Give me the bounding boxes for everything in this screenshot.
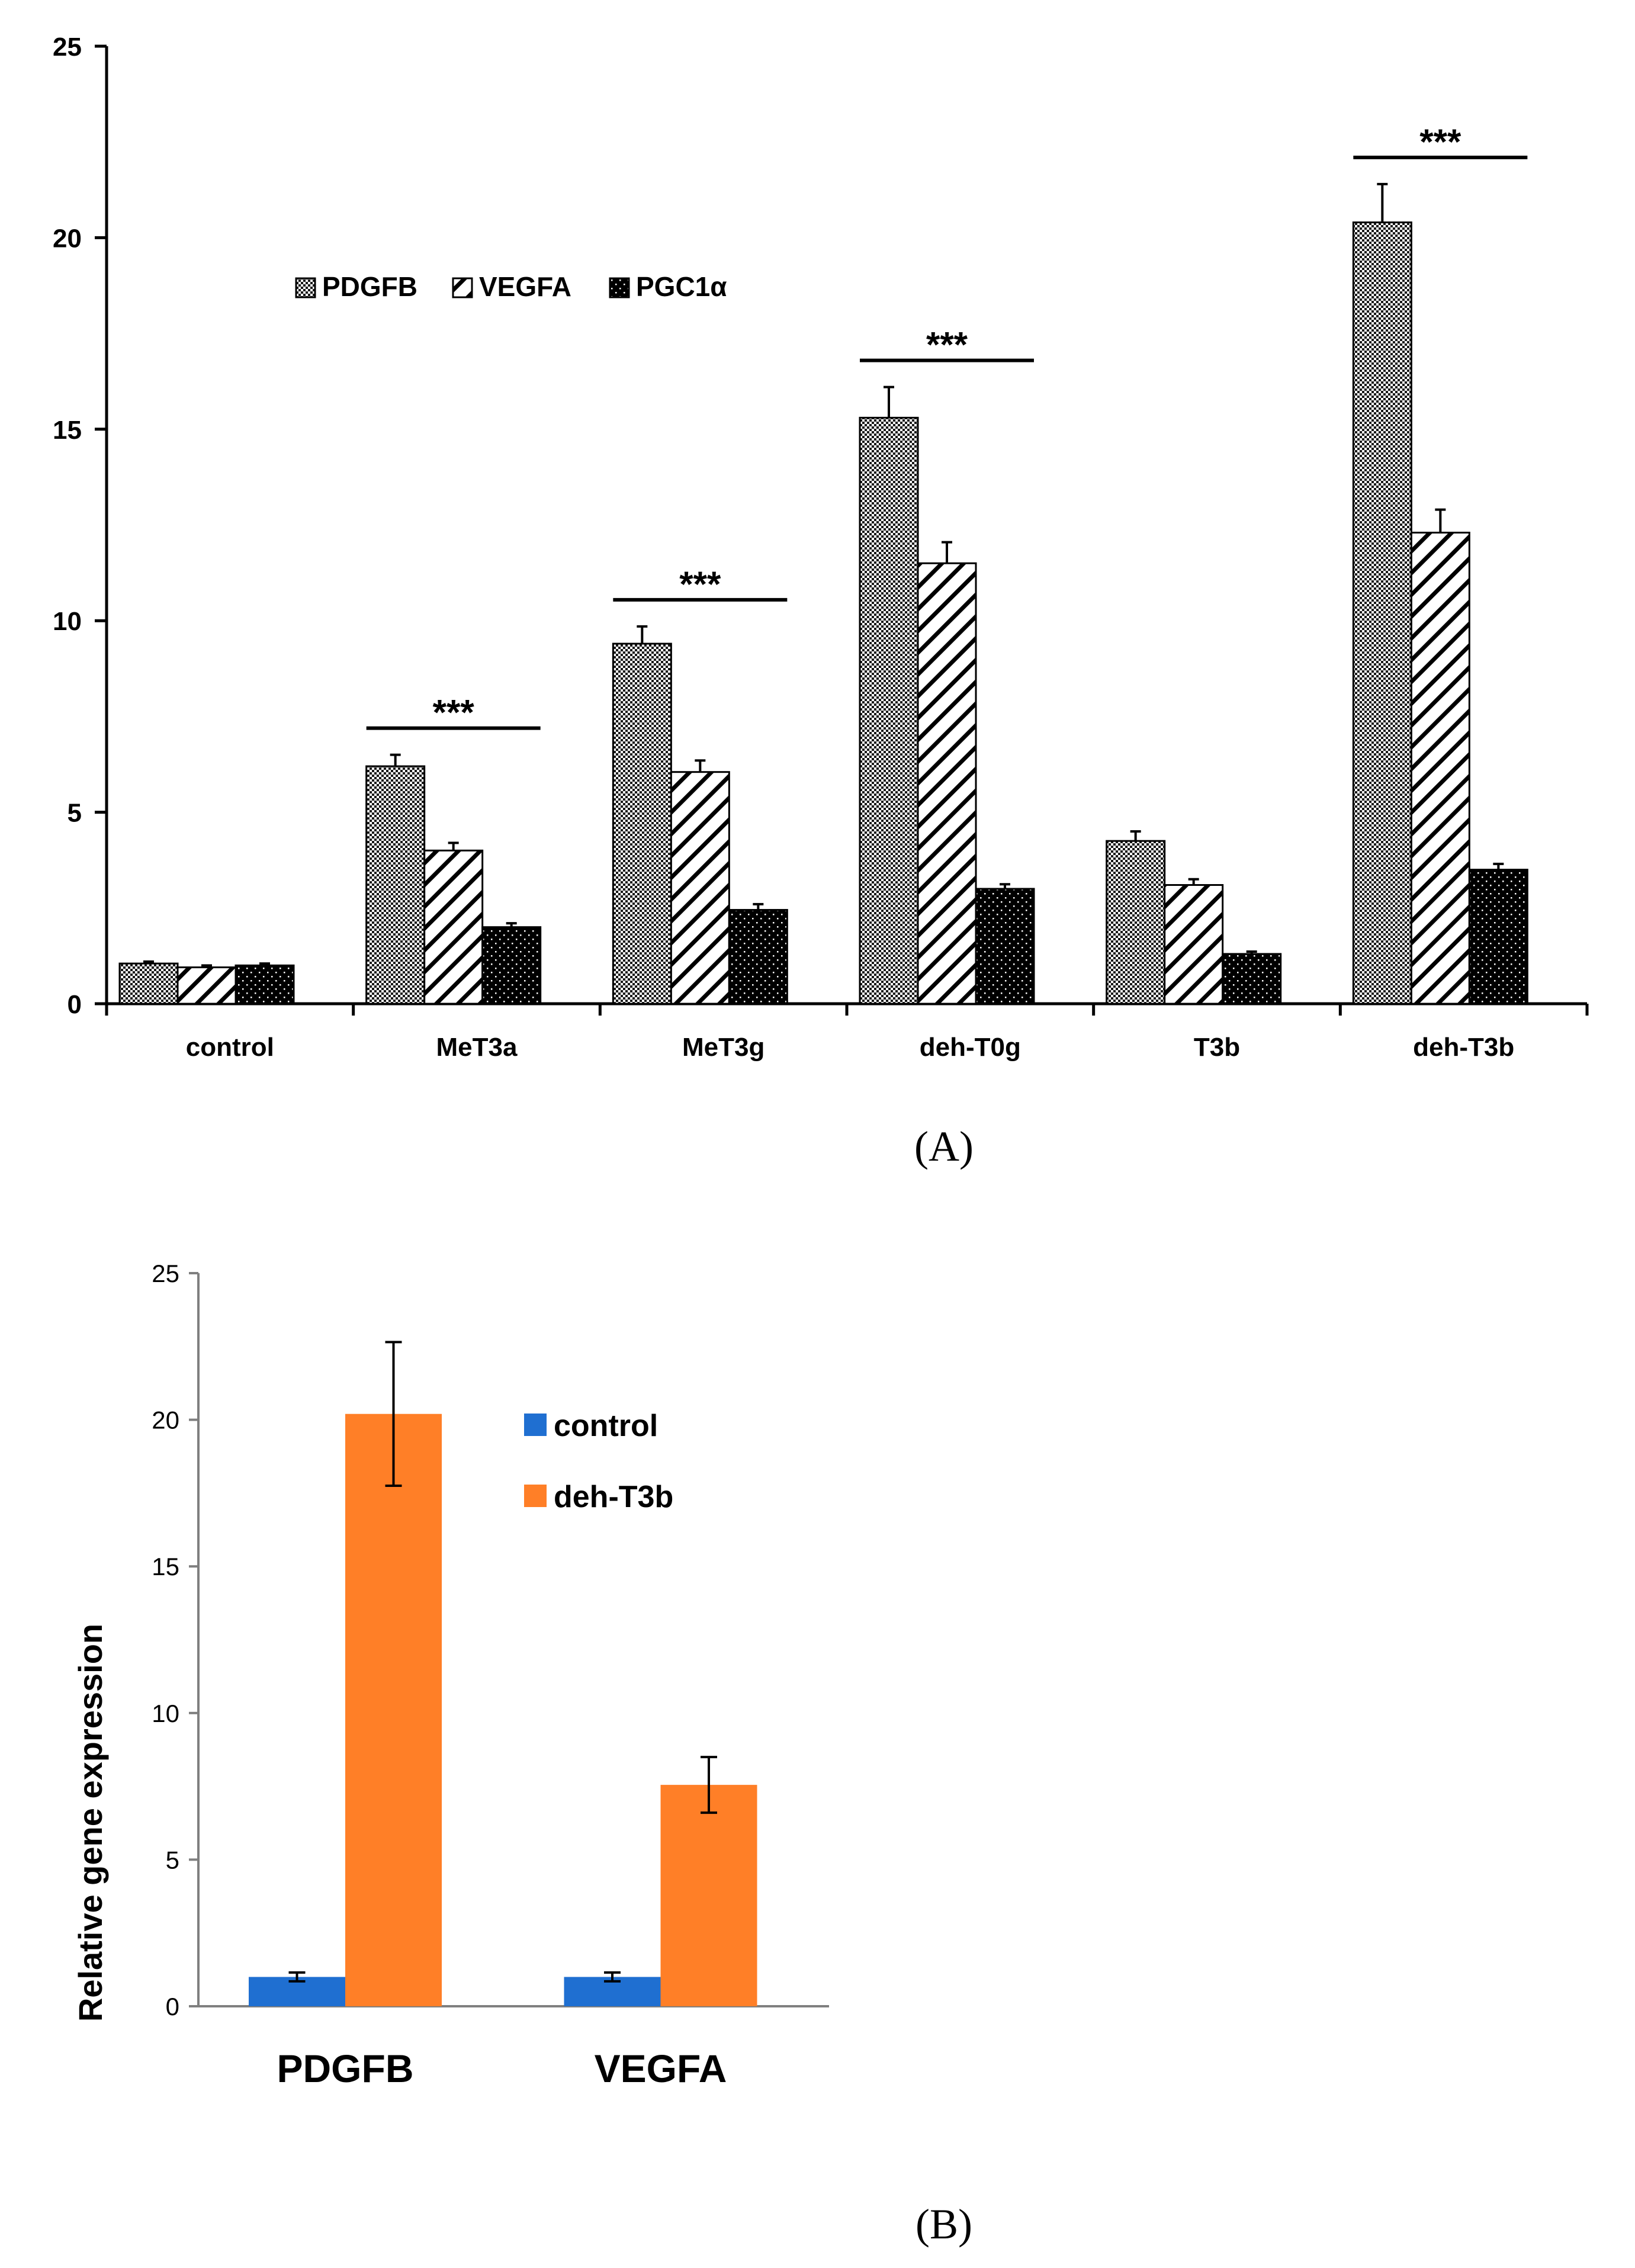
bar-vegfa-met3a bbox=[423, 849, 484, 1005]
bar-pdgfb-met3g bbox=[612, 643, 672, 1005]
significance-stars-met3a: *** bbox=[433, 693, 475, 733]
panel-a-label: (A) bbox=[914, 1123, 974, 1170]
panel-b-tick-labels: 0 5 10 15 20 25 PDGFB VEGFA bbox=[152, 1260, 727, 2090]
bar-vegfa-deh-t0g bbox=[917, 562, 977, 1005]
bar-pdgfb-deh-t3b bbox=[1352, 221, 1412, 1005]
significance-stars-deh-t3b: *** bbox=[1419, 122, 1461, 162]
y-tick-label: 5 bbox=[68, 799, 82, 828]
bar-deh-t3b-vegfa bbox=[660, 1785, 757, 2006]
bar-pgc1-deh-t0g bbox=[975, 888, 1035, 1005]
bar-pdgfb-t3b bbox=[1106, 840, 1166, 1005]
bar-pgc1-control bbox=[235, 964, 295, 1005]
x-tick-label-deh-t0g: deh-T0g bbox=[920, 1033, 1021, 1062]
bar-vegfa-deh-t3b bbox=[1410, 531, 1470, 1005]
panel-a-chart: *** *** *** *** 0 5 10 15 20 25 control MeT3a MeT3g… bbox=[53, 33, 1589, 1062]
panel-b-legend: control deh-T3b bbox=[524, 1409, 673, 1514]
legend-swatch-control bbox=[524, 1414, 547, 1436]
bar-vegfa-control bbox=[176, 966, 237, 1005]
x-tick-label-vegfa: VEGFA bbox=[595, 2047, 727, 2090]
panel-b-y-axis-label: Relative gene expression bbox=[72, 1624, 109, 2022]
bar-vegfa-t3b bbox=[1164, 884, 1224, 1005]
y-tick-label: 10 bbox=[53, 607, 82, 636]
y-tick-label: 0 bbox=[68, 990, 82, 1019]
legend-label-deh-t3b: deh-T3b bbox=[554, 1480, 673, 1514]
bar-pdgfb-control bbox=[118, 962, 179, 1005]
x-tick-label-control: control bbox=[186, 1033, 274, 1062]
panel-a-legend: PDGFB VEGFA PGC1α bbox=[295, 271, 727, 302]
y-tick-label: 10 bbox=[152, 1700, 179, 1727]
bar-deh-t3b-pdgfb bbox=[345, 1414, 442, 2006]
bar-vegfa-met3g bbox=[670, 771, 730, 1005]
legend-label-control: control bbox=[554, 1409, 658, 1443]
panel-b-chart: 0 5 10 15 20 25 PDGFB VEGFA control deh-T3b Rela… bbox=[72, 1260, 829, 2090]
panel-a-bars bbox=[118, 182, 1528, 1005]
y-tick-label: 5 bbox=[166, 1846, 179, 1874]
y-tick-label: 25 bbox=[152, 1260, 179, 1287]
panel-a-axes bbox=[95, 44, 1589, 1016]
panel-b-bars bbox=[249, 1341, 757, 2006]
x-tick-label-pdgfb: PDGFB bbox=[277, 2047, 414, 2090]
bar-pdgfb-met3a bbox=[365, 765, 426, 1005]
y-tick-label: 20 bbox=[53, 224, 82, 253]
x-tick-label-deh-t3b: deh-T3b bbox=[1413, 1033, 1514, 1062]
x-tick-label-met3a: MeT3a bbox=[436, 1033, 518, 1062]
bar-pgc1-deh-t3b bbox=[1468, 869, 1528, 1005]
legend-label-vegfa: VEGFA bbox=[479, 271, 571, 302]
panel-b-label: (B) bbox=[916, 2200, 972, 2248]
x-tick-label-met3g: MeT3g bbox=[682, 1033, 765, 1062]
y-tick-label: 0 bbox=[166, 1993, 179, 2020]
panel-a-significance: *** *** *** *** bbox=[366, 122, 1528, 733]
y-tick-label: 25 bbox=[53, 33, 82, 62]
x-tick-label-t3b: T3b bbox=[1194, 1033, 1240, 1062]
y-tick-label: 15 bbox=[152, 1553, 179, 1580]
bar-pgc1-met3g bbox=[728, 909, 788, 1005]
legend-label-pgc1: PGC1α bbox=[636, 271, 727, 302]
bar-pdgfb-deh-t0g bbox=[859, 416, 919, 1005]
panel-a-tick-labels: 0 5 10 15 20 25 control MeT3a MeT3g deh-T0g T3b deh… bbox=[53, 33, 1514, 1062]
legend-swatch-deh-t3b bbox=[524, 1485, 547, 1507]
y-tick-label: 15 bbox=[53, 416, 82, 445]
legend-swatch-pgc1 bbox=[609, 277, 630, 298]
significance-stars-deh-t0g: *** bbox=[926, 325, 968, 365]
legend-swatch-pdgfb bbox=[295, 277, 316, 298]
bar-pgc1-t3b bbox=[1222, 953, 1282, 1005]
legend-label-pdgfb: PDGFB bbox=[322, 271, 417, 302]
significance-stars-met3g: *** bbox=[679, 564, 721, 604]
legend-swatch-vegfa bbox=[452, 277, 473, 298]
bar-pgc1-met3a bbox=[481, 926, 542, 1005]
y-tick-label: 20 bbox=[152, 1406, 179, 1434]
